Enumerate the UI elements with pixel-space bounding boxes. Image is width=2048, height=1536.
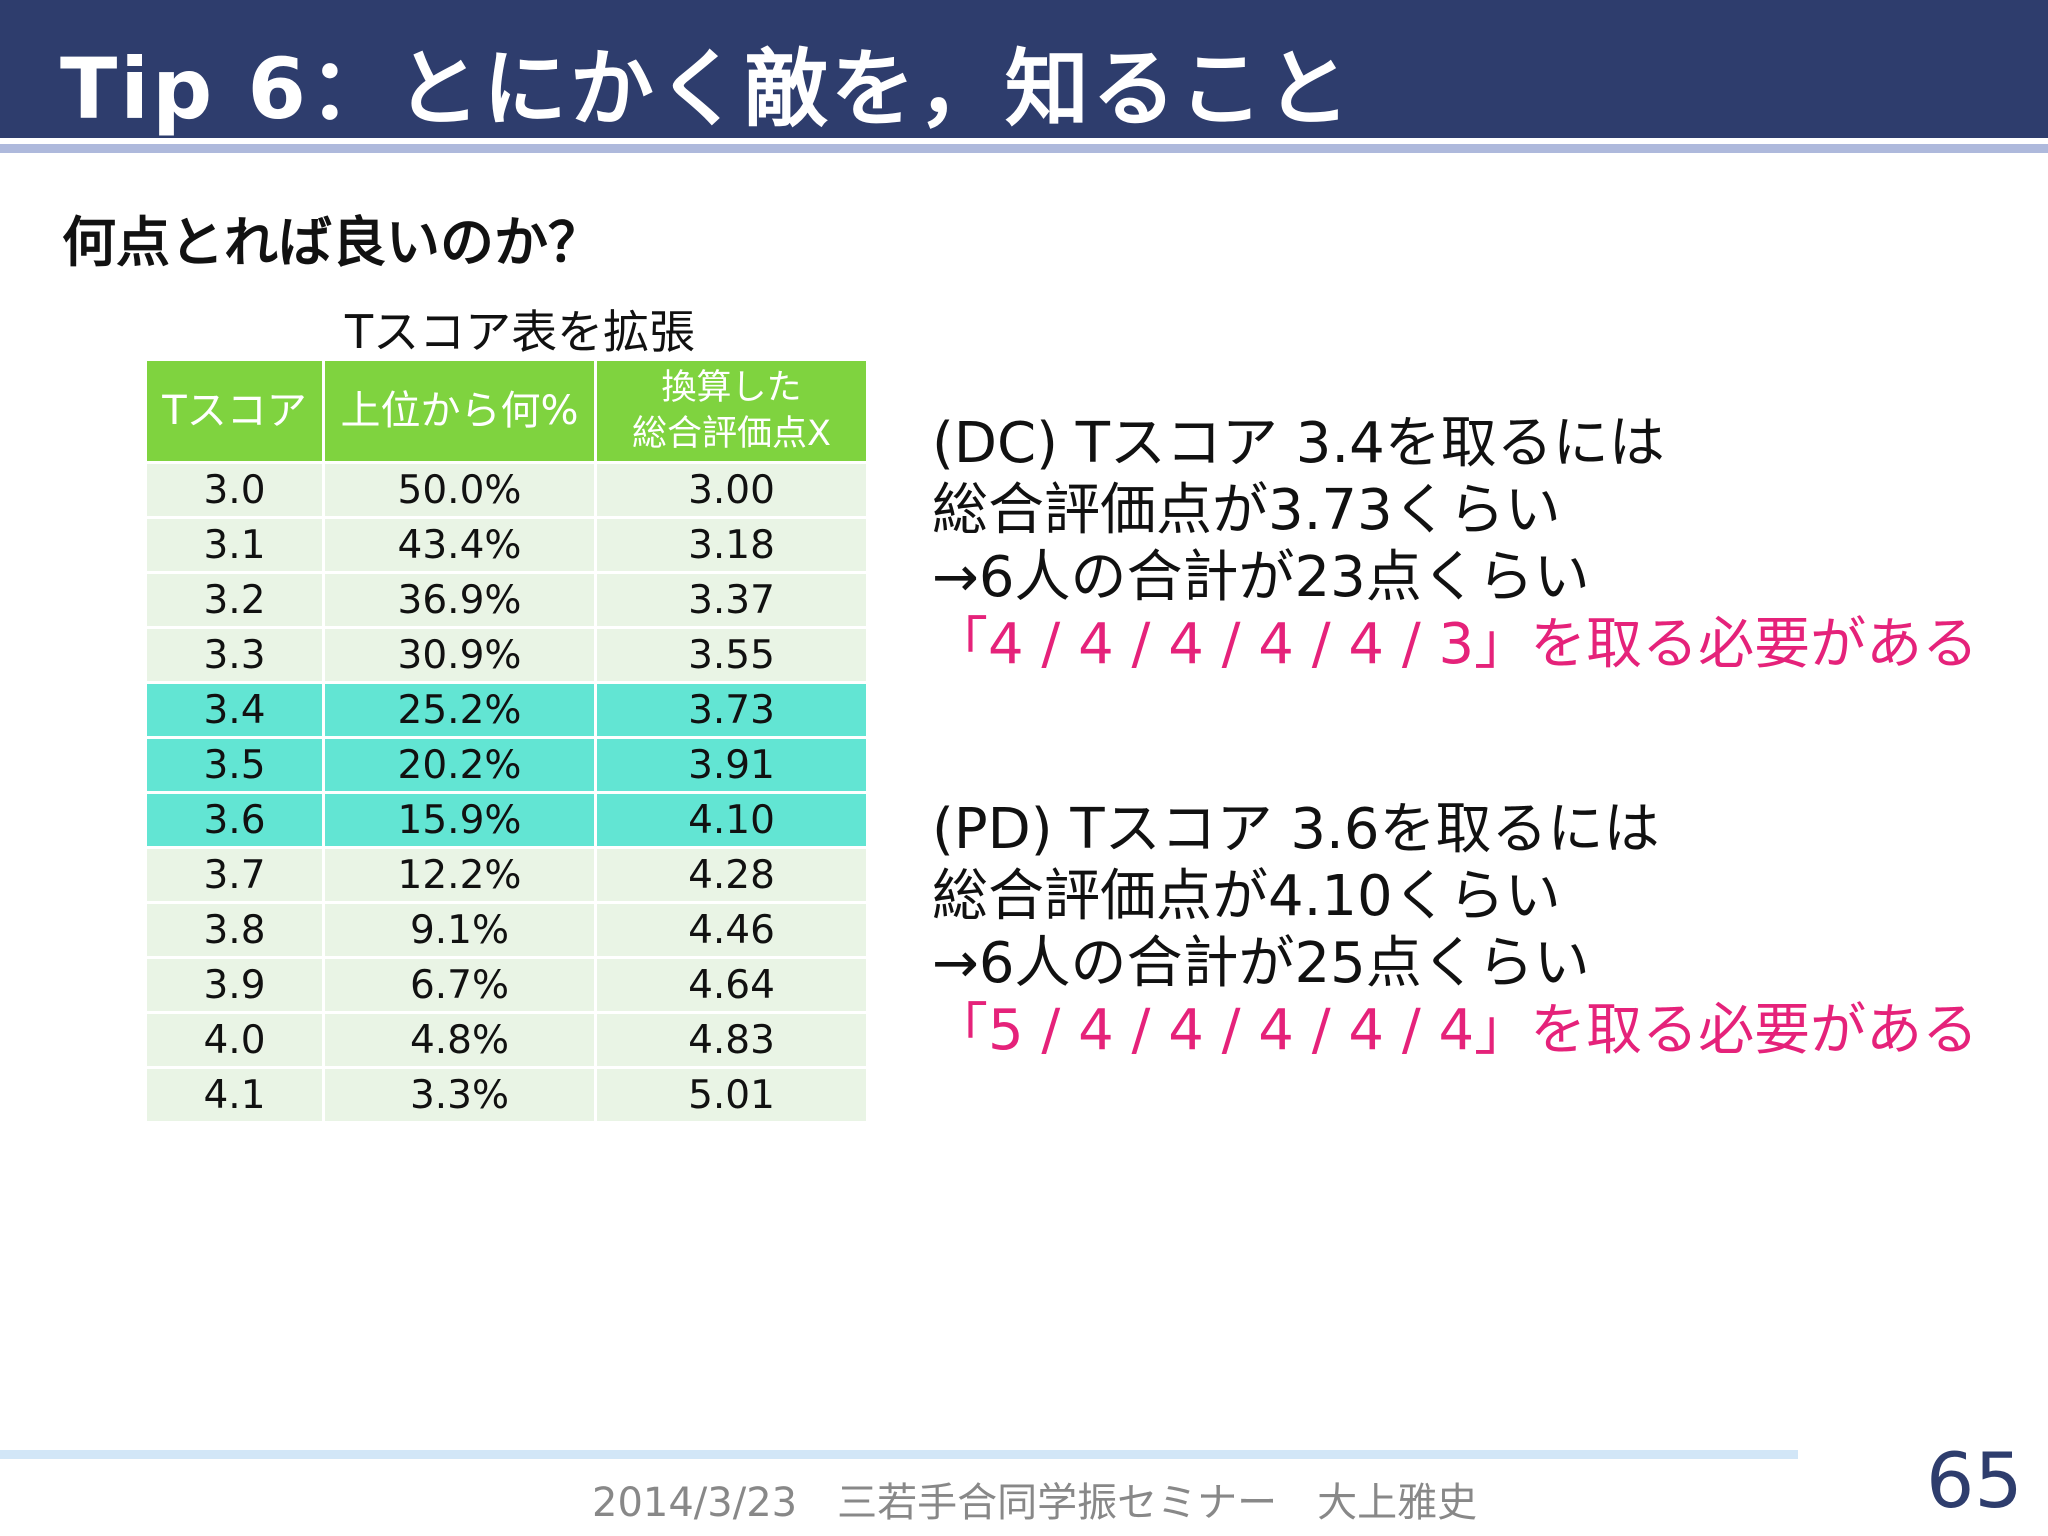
cell-converted-score: 4.10 [594,791,869,849]
footer-divider [0,1450,1798,1459]
cell-converted-score: 3.37 [594,571,869,629]
header-converted-score: 換算した 総合評価点X [594,358,869,464]
note-pd-line4: 「5 / 4 / 4 / 4 / 4 / 4」を取る必要がある [932,998,1979,1063]
cell-converted-score: 4.46 [594,901,869,959]
slide-title: Tip 6：とにかく敵を，知ること [60,40,1353,138]
cell-converted-score: 4.83 [594,1011,869,1069]
table-row: 3.0 50.0% 3.00 [144,461,869,519]
cell-converted-score: 4.64 [594,956,869,1014]
slide-subtitle: 何点とれば良いのか？ [62,211,602,274]
note-pd-line3: →6人の合計が25点くらい [932,931,1590,996]
table-row: 3.9 6.7% 4.64 [144,956,869,1014]
cell-top-percent: 6.7% [322,956,597,1014]
cell-top-percent: 43.4% [322,516,597,574]
table-header-row: Tスコア 上位から何% 換算した 総合評価点X [144,358,869,464]
table-row: 3.1 43.4% 3.18 [144,516,869,574]
cell-tscore: 4.1 [144,1066,325,1124]
cell-top-percent: 30.9% [322,626,597,684]
cell-top-percent: 12.2% [322,846,597,904]
cell-top-percent: 15.9% [322,791,597,849]
table-row: 3.2 36.9% 3.37 [144,571,869,629]
table-row: 4.0 4.8% 4.83 [144,1011,869,1069]
slide-header: Tip 6：とにかく敵を，知ること [0,0,2048,138]
cell-tscore: 4.0 [144,1011,325,1069]
cell-converted-score: 3.73 [594,681,869,739]
note-dc-line4: 「4 / 4 / 4 / 4 / 4 / 3」を取る必要がある [932,612,1979,677]
cell-tscore: 3.5 [144,736,325,794]
header-top-percent: 上位から何% [322,358,597,464]
note-dc: (DC) Tスコア 3.4を取るには 総合評価点が3.73くらい →6人の合計が… [932,410,2022,678]
table-row: 3.7 12.2% 4.28 [144,846,869,904]
cell-tscore: 3.6 [144,791,325,849]
note-dc-line1: (DC) Tスコア 3.4を取るには [932,411,1665,476]
cell-tscore: 3.7 [144,846,325,904]
cell-tscore: 3.2 [144,571,325,629]
cell-top-percent: 3.3% [322,1066,597,1124]
note-pd: (PD) Tスコア 3.6を取るには 総合評価点が4.10くらい →6人の合計が… [932,796,2022,1064]
cell-converted-score: 4.28 [594,846,869,904]
header-divider [0,144,2048,153]
table-row: 4.1 3.3% 5.01 [144,1066,869,1124]
table-row: 3.8 9.1% 4.46 [144,901,869,959]
cell-tscore: 3.9 [144,956,325,1014]
note-pd-line1: (PD) Tスコア 3.6を取るには [932,797,1660,862]
page-number: 65 [1926,1436,2023,1525]
cell-tscore: 3.4 [144,681,325,739]
header-converted-line2: 総合評価点X [632,414,831,454]
cell-top-percent: 20.2% [322,736,597,794]
footer-text: 2014/3/23 三若手合同学振セミナー 大上雅史 [592,1480,1478,1526]
table-row: 3.3 30.9% 3.55 [144,626,869,684]
tscore-table: Tスコア 上位から何% 換算した 総合評価点X 3.0 50.0% 3.00 3.1 4… [144,358,869,1124]
cell-converted-score: 3.00 [594,461,869,519]
cell-top-percent: 4.8% [322,1011,597,1069]
cell-tscore: 3.0 [144,461,325,519]
cell-tscore: 3.8 [144,901,325,959]
table-row: 3.4 25.2% 3.73 [144,681,869,739]
cell-top-percent: 9.1% [322,901,597,959]
cell-converted-score: 5.01 [594,1066,869,1124]
cell-converted-score: 3.55 [594,626,869,684]
cell-converted-score: 3.18 [594,516,869,574]
note-dc-line2: 総合評価点が3.73くらい [932,478,1561,543]
note-pd-line2: 総合評価点が4.10くらい [932,864,1561,929]
cell-top-percent: 36.9% [322,571,597,629]
cell-top-percent: 50.0% [322,461,597,519]
table-body: 3.0 50.0% 3.00 3.1 43.4% 3.18 3.2 36.9% 3.37 3.3 3… [144,461,869,1124]
cell-tscore: 3.1 [144,516,325,574]
header-converted-line1: 換算した [661,368,802,408]
table-caption: Tスコア表を拡張 [345,305,696,359]
header-tscore: Tスコア [144,358,325,464]
cell-top-percent: 25.2% [322,681,597,739]
table-row: 3.6 15.9% 4.10 [144,791,869,849]
cell-tscore: 3.3 [144,626,325,684]
note-dc-line3: →6人の合計が23点くらい [932,545,1590,610]
table-row: 3.5 20.2% 3.91 [144,736,869,794]
cell-converted-score: 3.91 [594,736,869,794]
